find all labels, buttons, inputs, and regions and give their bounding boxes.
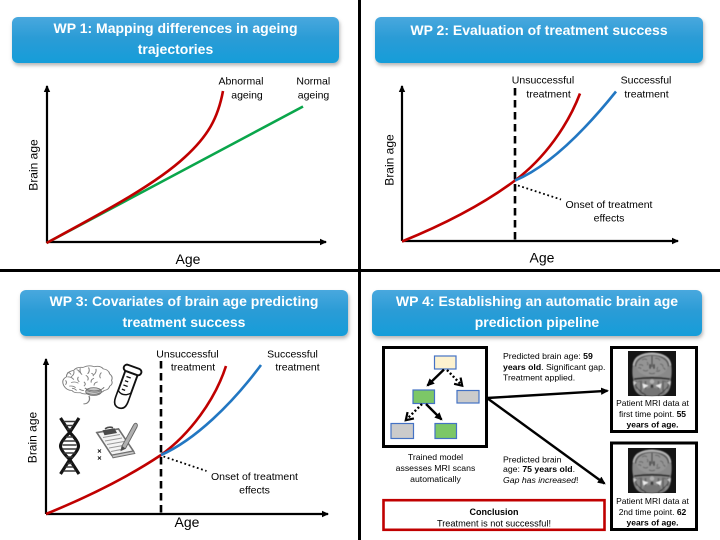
svg-text:Brain age: Brain age <box>383 134 397 186</box>
svg-text:age: 75 years old.: age: 75 years old. <box>503 464 575 474</box>
svg-text:treatment: treatment <box>526 89 570 101</box>
svg-text:Age: Age <box>176 251 201 267</box>
svg-text:years of age.: years of age. <box>627 518 679 528</box>
svg-text:effects: effects <box>594 212 625 224</box>
svg-text:treatment: treatment <box>171 362 215 374</box>
svg-text:ageing: ageing <box>298 90 330 102</box>
svg-text:Gap has increased!: Gap has increased! <box>503 475 578 485</box>
svg-text:assesses MRI scans: assesses MRI scans <box>396 463 476 473</box>
svg-text:Successful: Successful <box>621 74 672 86</box>
svg-text:Successful: Successful <box>267 349 318 361</box>
svg-text:Predicted brain age: 59: Predicted brain age: 59 <box>503 351 593 361</box>
svg-text:×: × <box>97 454 102 463</box>
svg-text:Abnormal: Abnormal <box>219 76 264 88</box>
svg-text:×: × <box>97 447 102 456</box>
svg-text:treatment: treatment <box>624 89 668 101</box>
svg-text:Trained model: Trained model <box>408 452 463 462</box>
svg-text:Unsuccessful: Unsuccessful <box>156 349 218 361</box>
svg-text:Patient MRI data at: Patient MRI data at <box>616 496 689 506</box>
svg-text:Onset of treatment: Onset of treatment <box>566 199 653 211</box>
svg-text:2nd time point. 62: 2nd time point. 62 <box>619 507 687 517</box>
svg-text:Patient MRI data at: Patient MRI data at <box>616 398 689 408</box>
svg-text:Brain age: Brain age <box>27 139 41 191</box>
svg-text:first time point. 55: first time point. 55 <box>619 409 686 419</box>
svg-text:years of age.: years of age. <box>627 420 679 430</box>
svg-text:automatically: automatically <box>410 474 461 484</box>
svg-text:Treatment is not successful!: Treatment is not successful! <box>437 518 551 528</box>
svg-text:Conclusion: Conclusion <box>470 507 519 517</box>
svg-text:Onset of treatment: Onset of treatment <box>211 471 298 483</box>
svg-text:ageing: ageing <box>231 90 263 102</box>
svg-text:Age: Age <box>175 514 200 530</box>
svg-text:Age: Age <box>530 250 555 266</box>
svg-text:Normal: Normal <box>296 76 330 88</box>
svg-text:Treatment applied.: Treatment applied. <box>503 373 575 383</box>
svg-text:treatment: treatment <box>275 362 319 374</box>
svg-text:Brain age: Brain age <box>26 411 40 463</box>
svg-text:Predicted brain: Predicted brain <box>503 454 562 464</box>
svg-text:effects: effects <box>239 484 270 496</box>
svg-text:years old. Significant gap.: years old. Significant gap. <box>503 362 605 372</box>
svg-text:Unsuccessful: Unsuccessful <box>512 74 574 86</box>
